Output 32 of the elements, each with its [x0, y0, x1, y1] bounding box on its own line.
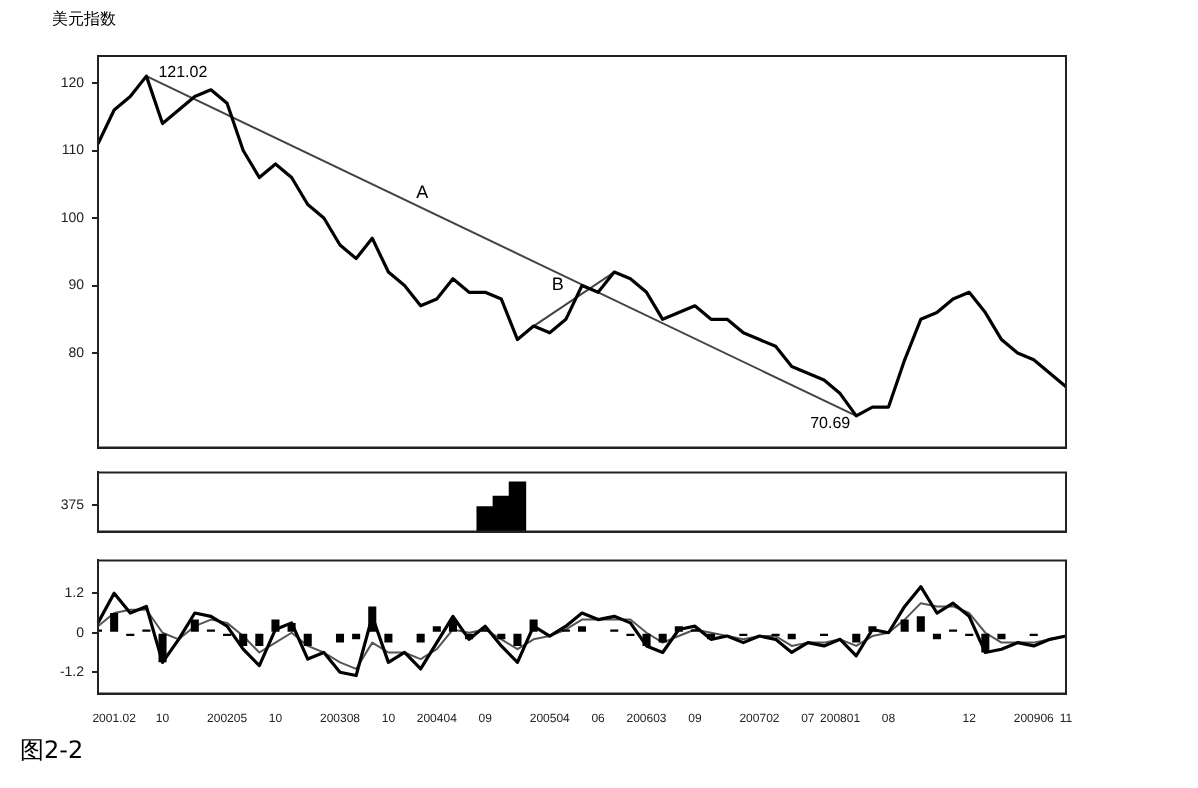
bar	[287, 622, 296, 632]
bar	[448, 619, 457, 632]
bar	[384, 633, 393, 643]
bar	[900, 619, 909, 632]
bar	[368, 606, 377, 632]
bar	[335, 633, 345, 643]
bar	[674, 626, 683, 632]
bar	[658, 633, 667, 643]
bar	[997, 633, 1006, 640]
bar	[852, 633, 861, 643]
bar	[577, 626, 587, 632]
bar	[110, 613, 119, 632]
bar	[303, 633, 312, 646]
bar	[432, 626, 441, 632]
annotation: B	[551, 274, 564, 295]
bar	[981, 633, 990, 653]
bar	[416, 633, 425, 643]
bar	[239, 633, 248, 646]
chart-title: 美元指数	[52, 8, 116, 30]
annotation: 121.02	[158, 62, 209, 81]
bar	[513, 633, 522, 646]
bar	[916, 616, 925, 632]
bar	[190, 619, 199, 632]
bar	[158, 633, 167, 663]
bar	[868, 626, 877, 632]
bar	[529, 619, 538, 632]
bar	[271, 619, 280, 632]
bar	[642, 633, 651, 646]
annotation: A	[416, 182, 429, 203]
annotation: 70.69	[810, 414, 852, 433]
bar	[255, 633, 264, 646]
caption: 图2-2	[20, 734, 84, 768]
